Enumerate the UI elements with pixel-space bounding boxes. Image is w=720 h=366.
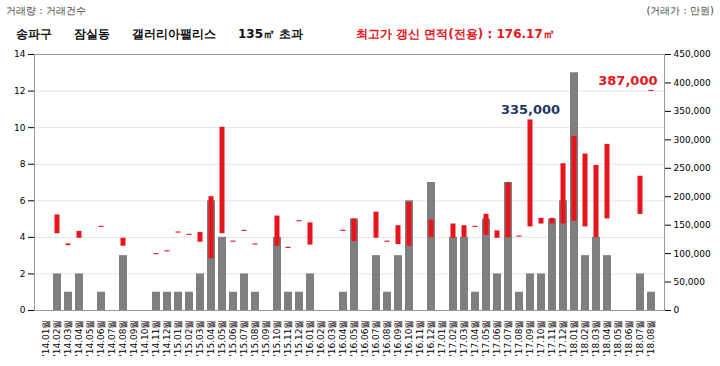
html-text:(거래가 : 만원): (거래가 : 만원) (646, 5, 714, 16)
svg-text:'17.04월: '17.04월 (470, 320, 480, 357)
svg-text:'18.01월: '18.01월 (569, 320, 579, 357)
svg-text:'17.09월: '17.09월 (525, 320, 535, 357)
svg-text:'15.06월: '15.06월 (228, 320, 238, 357)
svg-text:'15.01월: '15.01월 (173, 320, 183, 357)
svg-text:4: 4 (20, 232, 26, 242)
svg-text:387,000: 387,000 (598, 73, 657, 88)
svg-text:250,000: 250,000 (674, 163, 711, 173)
svg-text:'17.03월: '17.03월 (459, 320, 469, 357)
svg-text:350,000: 350,000 (674, 106, 711, 116)
svg-text:'18.04월: '18.04월 (602, 320, 612, 357)
svg-text:'15.09월: '15.09월 (261, 320, 271, 357)
svg-text:'14.06월: '14.06월 (96, 320, 106, 357)
svg-text:'17.08월: '17.08월 (514, 320, 524, 357)
svg-text:'18.03월: '18.03월 (591, 320, 601, 357)
svg-text:'18.05월: '18.05월 (613, 320, 623, 357)
svg-text:'16.10월: '16.10월 (404, 320, 414, 357)
svg-text:'15.02월: '15.02월 (184, 320, 194, 357)
svg-text:6: 6 (20, 196, 26, 206)
svg-text:'16.12월: '16.12월 (426, 320, 436, 357)
svg-text:0: 0 (20, 305, 26, 315)
svg-text:14: 14 (14, 49, 26, 59)
svg-text:'16.09월: '16.09월 (393, 320, 403, 357)
svg-text:'16.07월: '16.07월 (371, 320, 381, 357)
svg-text:'14.11월: '14.11월 (151, 320, 161, 357)
svg-text:8: 8 (20, 159, 26, 169)
svg-text:100,000: 100,000 (674, 248, 711, 258)
svg-text:'14.09월: '14.09월 (129, 320, 139, 357)
svg-text:'15.10월: '15.10월 (272, 320, 282, 357)
svg-text:'18.07월: '18.07월 (635, 320, 645, 357)
svg-text:'16.03월: '16.03월 (327, 320, 337, 357)
svg-text:'14.01월: '14.01월 (41, 320, 51, 357)
svg-text:'18.08월: '18.08월 (646, 320, 656, 357)
svg-text:'16.01월: '16.01월 (305, 320, 315, 357)
svg-text:'14.07월: '14.07월 (107, 320, 117, 357)
svg-text:'17.12월: '17.12월 (558, 320, 568, 357)
svg-text:'16.08월: '16.08월 (382, 320, 392, 357)
html-text:최고가 갱신 면적(전용) : 176.17㎡: 최고가 갱신 면적(전용) : 176.17㎡ (356, 27, 555, 41)
svg-text:'14.03월: '14.03월 (63, 320, 73, 357)
svg-text:'14.08월: '14.08월 (118, 320, 128, 357)
svg-text:'14.02월: '14.02월 (52, 320, 62, 357)
html-text:잠실동: 잠실동 (74, 27, 110, 41)
svg-text:10: 10 (14, 123, 26, 133)
svg-text:'14.10월: '14.10월 (140, 320, 150, 357)
html-text:135㎡ 초과: 135㎡ 초과 (238, 27, 304, 41)
svg-text:'18.02월: '18.02월 (580, 320, 590, 357)
svg-text:0: 0 (674, 305, 680, 315)
svg-text:'16.02월: '16.02월 (316, 320, 326, 357)
html-text:갤러리아팰리스: 갤러리아팰리스 (132, 27, 216, 41)
svg-text:'15.05월: '15.05월 (217, 320, 227, 357)
svg-text:'17.10월: '17.10월 (536, 320, 546, 357)
svg-text:'15.03월: '15.03월 (195, 320, 205, 357)
svg-text:200,000: 200,000 (674, 192, 711, 202)
svg-text:'14.12월: '14.12월 (162, 320, 172, 357)
svg-text:'17.05월: '17.05월 (481, 320, 491, 357)
svg-text:12: 12 (14, 86, 25, 96)
svg-text:'16.11월: '16.11월 (415, 320, 425, 357)
svg-text:'16.06월: '16.06월 (360, 320, 370, 357)
svg-text:'18.06월: '18.06월 (624, 320, 634, 357)
svg-text:'16.04월: '16.04월 (338, 320, 348, 357)
svg-text:400,000: 400,000 (674, 78, 711, 88)
svg-text:450,000: 450,000 (674, 49, 711, 59)
svg-text:'15.07월: '15.07월 (239, 320, 249, 357)
svg-text:50,000: 50,000 (674, 277, 706, 287)
html-text:거래량 : 거래건수: 거래량 : 거래건수 (6, 5, 86, 16)
svg-text:300,000: 300,000 (674, 135, 711, 145)
svg-text:'15.11월: '15.11월 (283, 320, 293, 357)
svg-text:2: 2 (20, 269, 26, 279)
html-text:송파구: 송파구 (16, 27, 52, 41)
svg-text:'17.02월: '17.02월 (448, 320, 458, 357)
svg-text:'17.06월: '17.06월 (492, 320, 502, 357)
svg-text:'15.04월: '15.04월 (206, 320, 216, 357)
svg-text:150,000: 150,000 (674, 220, 711, 230)
svg-text:'14.05월: '14.05월 (85, 320, 95, 357)
svg-text:'17.01월: '17.01월 (437, 320, 447, 357)
svg-text:'14.04월: '14.04월 (74, 320, 84, 357)
svg-text:'17.11월: '17.11월 (547, 320, 557, 357)
svg-text:'17.07월: '17.07월 (503, 320, 513, 357)
svg-text:335,000: 335,000 (501, 102, 560, 117)
svg-text:'16.05월: '16.05월 (349, 320, 359, 357)
svg-text:'15.12월: '15.12월 (294, 320, 304, 357)
svg-text:'15.08월: '15.08월 (250, 320, 260, 357)
